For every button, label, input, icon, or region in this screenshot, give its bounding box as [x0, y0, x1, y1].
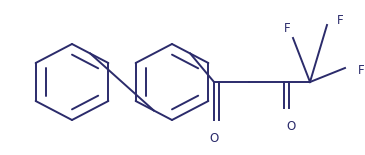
Text: F: F [358, 64, 365, 77]
Text: F: F [337, 13, 343, 27]
Text: O: O [287, 120, 296, 133]
Text: F: F [284, 22, 290, 35]
Text: O: O [210, 131, 219, 144]
